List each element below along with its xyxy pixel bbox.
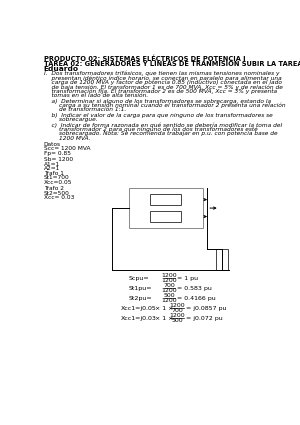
Text: A1=1: A1=1 [44,162,60,167]
Text: carga de 1200 MVA y factor de potencia 0.85 (inductivo) conectada en el lado: carga de 1200 MVA y factor de potencia 0… [44,80,282,85]
Text: = j0.0857 pu: = j0.0857 pu [186,306,227,311]
Text: de transformación 1:1.: de transformación 1:1. [44,108,126,113]
Text: Fp= 0.85: Fp= 0.85 [44,151,71,156]
Text: 700: 700 [171,308,183,313]
Text: Trafo 1: Trafo 1 [44,171,64,176]
Text: 500: 500 [171,318,183,323]
Bar [150,194,181,205]
Text: × 1 ×: × 1 × [155,316,174,321]
Text: Xcc1=j0.03: Xcc1=j0.03 [121,316,157,321]
Text: 1200 MVA.: 1200 MVA. [44,136,90,141]
Text: × 1 ×: × 1 × [155,306,174,311]
Text: Sb= 1200: Sb= 1200 [44,157,73,162]
Text: Eduardo: Eduardo [44,66,79,72]
Text: PRODUCTO 02: SISTEMAS ELÉCTRICOS DE POTENCIA I: PRODUCTO 02: SISTEMAS ELÉCTRICOS DE POTE… [44,56,245,62]
Text: St1=700: St1=700 [44,175,70,180]
Text: = j0.072 pu: = j0.072 pu [186,316,223,321]
Text: 1200: 1200 [161,298,177,303]
Text: carga a su tensión nominal cuando el transformador 2 presenta una relación: carga a su tensión nominal cuando el tra… [44,103,285,108]
Text: = 0.4166 pu: = 0.4166 pu [176,296,215,300]
Text: Xcc= 0.03: Xcc= 0.03 [44,196,74,200]
Text: St1pu=: St1pu= [129,286,152,291]
Bar [216,249,228,270]
Text: transformación fija. El transformador 2 es de 500 MVA, Xcc = 3% y presenta: transformación fija. El transformador 2 … [44,89,277,94]
Text: Xcc=0.05: Xcc=0.05 [44,180,72,185]
Text: c)  Indicar de forma razonada en qué sentido se debería modificar la toma del: c) Indicar de forma razonada en qué sent… [44,122,282,128]
Text: Datos: Datos [44,142,61,147]
Text: 700: 700 [164,283,175,288]
Text: sobrecargado. Nota: Se recomienda trabajar en p.u. con potencia base de: sobrecargado. Nota: Se recomienda trabaj… [44,131,277,136]
Text: 1200: 1200 [169,313,185,318]
Text: 1200: 1200 [169,303,185,308]
Text: Scpu=: Scpu= [129,276,150,280]
Text: Xcc1=j0.05: Xcc1=j0.05 [121,306,157,311]
Text: 1200: 1200 [161,273,177,278]
Text: presentan idéntico índice horario, se conectan en paralelo para alimentar una: presentan idéntico índice horario, se co… [44,75,281,81]
Text: 500: 500 [164,293,175,298]
Bar [129,188,202,228]
Text: Scc= 1200 MVA: Scc= 1200 MVA [44,146,90,151]
Text: 1200: 1200 [161,288,177,293]
Text: transformador 2 para que ninguno de los dos transformadores esté: transformador 2 para que ninguno de los … [44,127,257,132]
Text: tomas en el lado de alta tensión.: tomas en el lado de alta tensión. [44,93,148,98]
Text: I.  Dos transformadores trifásicos, que tienen las mismas tensiones nominales y: I. Dos transformadores trifásicos, que t… [44,71,279,76]
Text: Trafo 2: Trafo 2 [44,187,64,191]
Text: TAREA 02: GENERADORES Y LÍNEAS DE TRANMISIÓN SUBIR LA TAREA EN DIGITAL CON EL: TAREA 02: GENERADORES Y LÍNEAS DE TRANMI… [44,60,300,67]
Bar [150,211,181,222]
Text: a)  Determinar si alguno de los transformadores se sobrecarga, estando la: a) Determinar si alguno de los transform… [44,99,271,104]
Text: = 1 pu: = 1 pu [176,276,198,280]
Text: St2=500: St2=500 [44,191,70,196]
Text: b)  Indicar el valor de la carga para que ninguno de los transformadores se: b) Indicar el valor de la carga para que… [44,113,272,118]
Text: 1200: 1200 [161,278,177,283]
Text: A2=1: A2=1 [44,166,60,171]
Text: sobrecargue.: sobrecargue. [44,117,97,122]
Text: = 0.583 pu: = 0.583 pu [176,286,211,291]
Text: de baja tensión. El transformador 1 es de 700 MVA, Xcc = 5% y de relación de: de baja tensión. El transformador 1 es d… [44,84,283,90]
Text: St2pu=: St2pu= [129,296,153,300]
